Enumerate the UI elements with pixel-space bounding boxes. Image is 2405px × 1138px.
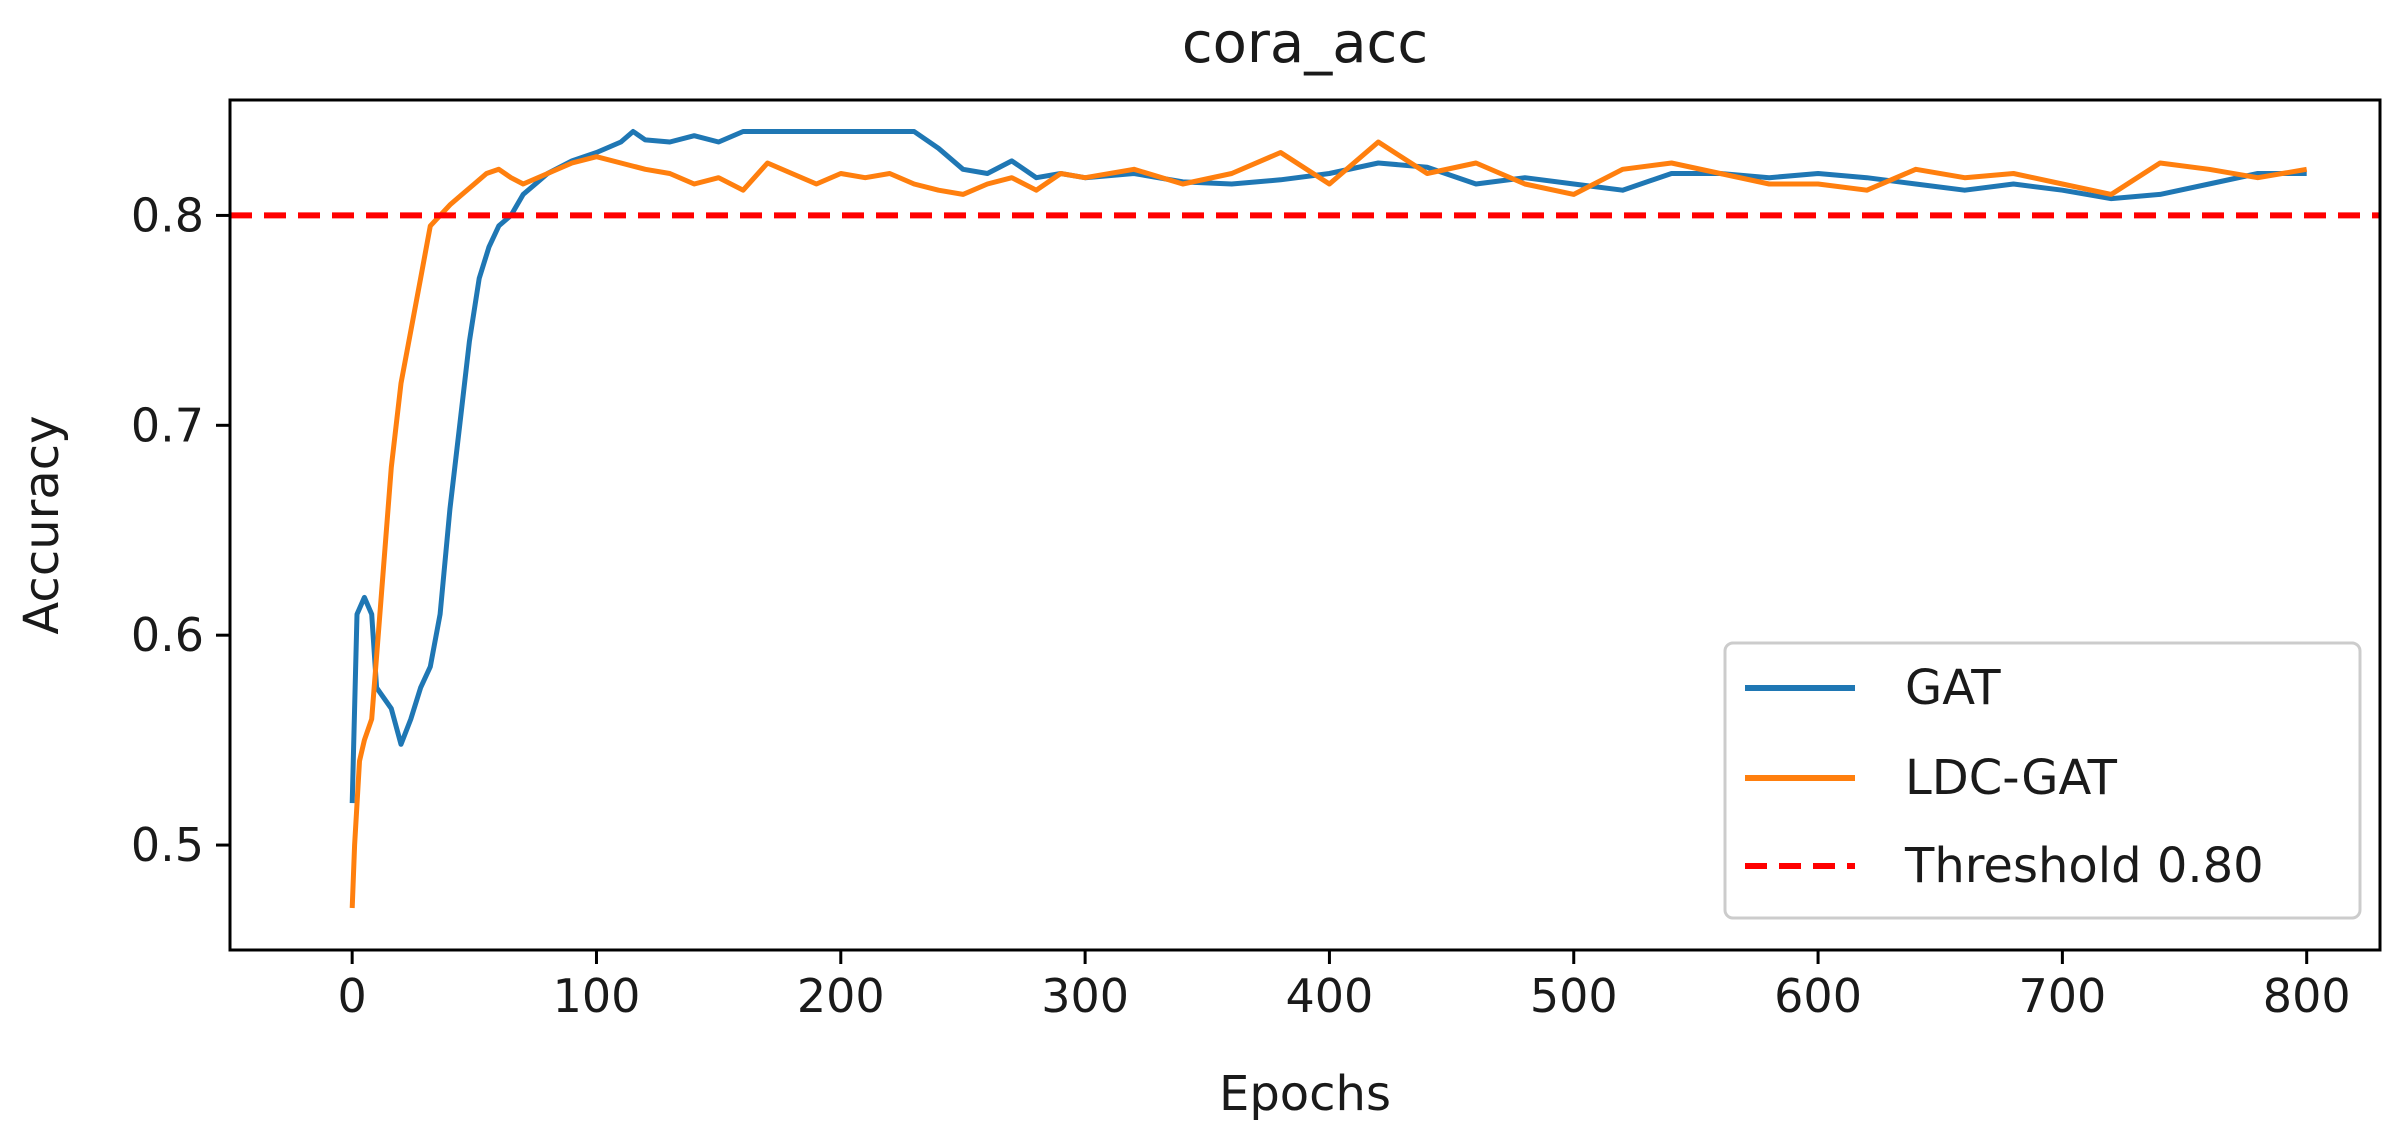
legend-box [1723, 641, 2362, 920]
x-tick-label: 500 [1530, 969, 1618, 1023]
x-tick-label: 700 [2018, 969, 2106, 1023]
x-tick-label: 800 [2263, 969, 2351, 1023]
x-tick-label: 100 [553, 969, 641, 1023]
x-tick-label: 0 [338, 969, 367, 1023]
x-axis-title: Epochs [1219, 1066, 1391, 1122]
x-tick-label: 200 [797, 969, 885, 1023]
legend-label-gat: GAT [1905, 660, 2001, 716]
x-axis: 0 100 200 300 400 500 600 700 800 [338, 950, 2351, 1023]
chart-title: cora_acc [1182, 11, 1428, 76]
legend-label-ldc-gat: LDC-GAT [1905, 750, 2118, 806]
y-tick-label: 0.6 [131, 608, 204, 662]
y-tick-label: 0.7 [131, 398, 204, 452]
legend: GAT LDC-GAT Threshold 0.80 [1723, 641, 2362, 920]
plot-frame [228, 98, 2382, 952]
y-axis-title: Accuracy [14, 415, 70, 634]
series-line-gat [349, 129, 2307, 804]
legend-label-threshold: Threshold 0.80 [1904, 838, 2264, 894]
x-tick-label: 300 [1041, 969, 1129, 1023]
x-tick-label: 400 [1286, 969, 1374, 1023]
x-tick-label: 600 [1774, 969, 1862, 1023]
y-axis: 0.5 0.6 0.7 0.8 [131, 188, 230, 872]
y-tick-label: 0.8 [131, 188, 204, 242]
y-tick-label: 0.5 [131, 818, 204, 872]
